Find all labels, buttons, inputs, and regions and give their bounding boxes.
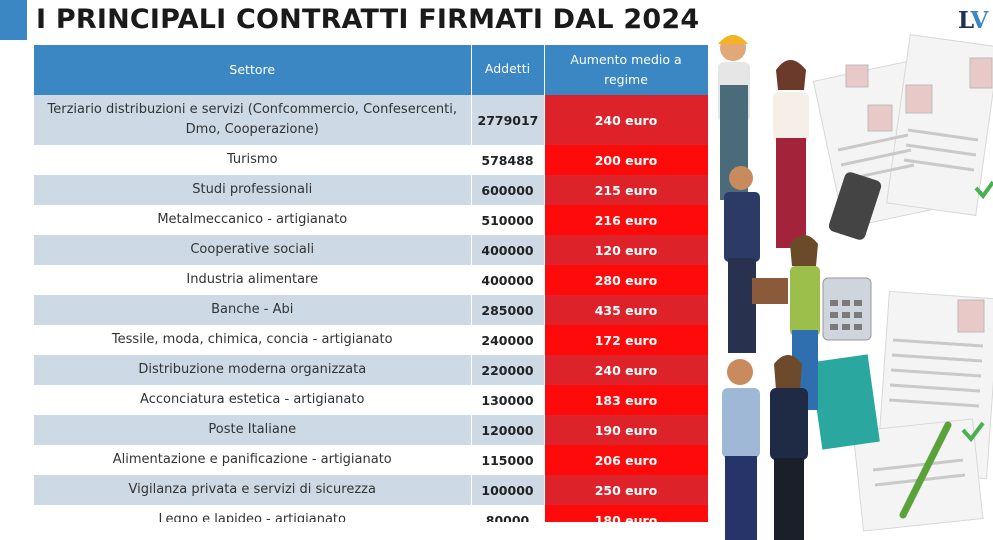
table-row: Metalmeccanico - artigianato 510000 216 eu… <box>34 205 708 235</box>
employees-cell: 100000 <box>471 475 545 505</box>
table-body: Terziario distribuzioni e servizi (Confc… <box>34 95 708 522</box>
logo-letter-l: L <box>958 7 971 34</box>
calculator-icon <box>822 277 872 341</box>
employees-cell: 115000 <box>471 445 545 475</box>
employees-cell: 120000 <box>471 415 545 445</box>
table-row: Vigilanza privata e servizi di sicurezza… <box>34 475 708 505</box>
increase-cell: 190 euro <box>544 415 708 445</box>
increase-cell: 206 euro <box>544 445 708 475</box>
increase-cell: 215 euro <box>544 175 708 205</box>
sector-cell: Banche - Abi <box>34 295 472 325</box>
increase-cell: 435 euro <box>544 295 708 325</box>
person-businessman <box>724 166 788 353</box>
table-row: Cooperative sociali 400000 120 euro <box>34 235 708 265</box>
increase-cell: 250 euro <box>544 475 708 505</box>
pencil-icon <box>899 421 952 519</box>
employees-cell: 220000 <box>471 355 545 385</box>
sector-cell: Vigilanza privata e servizi di sicurezza <box>34 475 472 505</box>
employees-cell: 400000 <box>471 265 545 295</box>
sector-cell: Alimentazione e panificazione - artigian… <box>34 445 472 475</box>
table-row: Poste Italiane 120000 190 euro <box>34 415 708 445</box>
photo-frames <box>845 57 993 333</box>
employees-cell: 600000 <box>471 175 545 205</box>
employees-cell: 240000 <box>471 325 545 355</box>
contracts-table: Settore Addetti Aumento medio a regime T… <box>34 45 708 522</box>
increase-cell: 180 euro <box>544 505 708 522</box>
increase-cell: 240 euro <box>544 95 708 145</box>
sector-cell: Industria alimentare <box>34 265 472 295</box>
sector-cell: Studi professionali <box>34 175 472 205</box>
page-title: I PRINCIPALI CONTRATTI FIRMATI DAL 2024 <box>36 4 700 35</box>
header-employees: Addetti <box>471 45 545 95</box>
person-reporter <box>770 355 808 540</box>
sector-cell: Terziario distribuzioni e servizi (Confc… <box>34 95 472 145</box>
employees-cell: 285000 <box>471 295 545 325</box>
sector-cell: Poste Italiane <box>34 415 472 445</box>
increase-cell: 216 euro <box>544 205 708 235</box>
person-woman-red <box>773 60 809 248</box>
calculator-keys <box>830 300 862 330</box>
table-row: Banche - Abi 285000 435 euro <box>34 295 708 325</box>
table-header-row: Settore Addetti Aumento medio a regime <box>34 45 708 95</box>
sector-cell: Cooperative sociali <box>34 235 472 265</box>
employees-cell: 2779017 <box>471 95 545 145</box>
employees-cell: 80000 <box>471 505 545 522</box>
increase-cell: 183 euro <box>544 385 708 415</box>
table-row: Distribuzione moderna organizzata 220000 2… <box>34 355 708 385</box>
sector-cell: Tessile, moda, chimica, concia - artigia… <box>34 325 472 355</box>
employees-cell: 578488 <box>471 145 545 175</box>
employees-cell: 130000 <box>471 385 545 415</box>
increase-cell: 240 euro <box>544 355 708 385</box>
table-row: Acconciatura estetica - artigianato 13000… <box>34 385 708 415</box>
brand-logo: LV <box>958 7 988 34</box>
sector-cell: Metalmeccanico - artigianato <box>34 205 472 235</box>
sector-cell: Turismo <box>34 145 472 175</box>
checkmark-icon <box>961 180 993 443</box>
table-row: Tessile, moda, chimica, concia - artigia… <box>34 325 708 355</box>
workers-illustration <box>718 33 993 540</box>
employees-cell: 510000 <box>471 205 545 235</box>
table-row: Legno e lapideo - artigianato 80000 180 eu… <box>34 505 708 522</box>
contracts-table-container: Settore Addetti Aumento medio a regime T… <box>34 45 708 522</box>
increase-cell: 172 euro <box>544 325 708 355</box>
sector-cell: Acconciatura estetica - artigianato <box>34 385 472 415</box>
sector-cell: Legno e lapideo - artigianato <box>34 505 472 522</box>
phone-icon <box>828 172 882 240</box>
table-row: Alimentazione e panificazione - artigian… <box>34 445 708 475</box>
table-row: Turismo 578488 200 euro <box>34 145 708 175</box>
header-increase: Aumento medio a regime <box>544 45 708 95</box>
person-bearded-man <box>722 359 760 540</box>
table-row: Terziario distribuzioni e servizi (Confc… <box>34 95 708 145</box>
increase-cell: 120 euro <box>544 235 708 265</box>
corner-accent <box>0 0 27 40</box>
table-row: Industria alimentare 400000 280 euro <box>34 265 708 295</box>
sector-cell: Distribuzione moderna organizzata <box>34 355 472 385</box>
increase-cell: 200 euro <box>544 145 708 175</box>
logo-letter-v: V <box>970 7 988 34</box>
increase-cell: 280 euro <box>544 265 708 295</box>
employees-cell: 400000 <box>471 235 545 265</box>
binder-icon <box>810 354 880 450</box>
header-sector: Settore <box>34 45 472 95</box>
table-row: Studi professionali 600000 215 euro <box>34 175 708 205</box>
